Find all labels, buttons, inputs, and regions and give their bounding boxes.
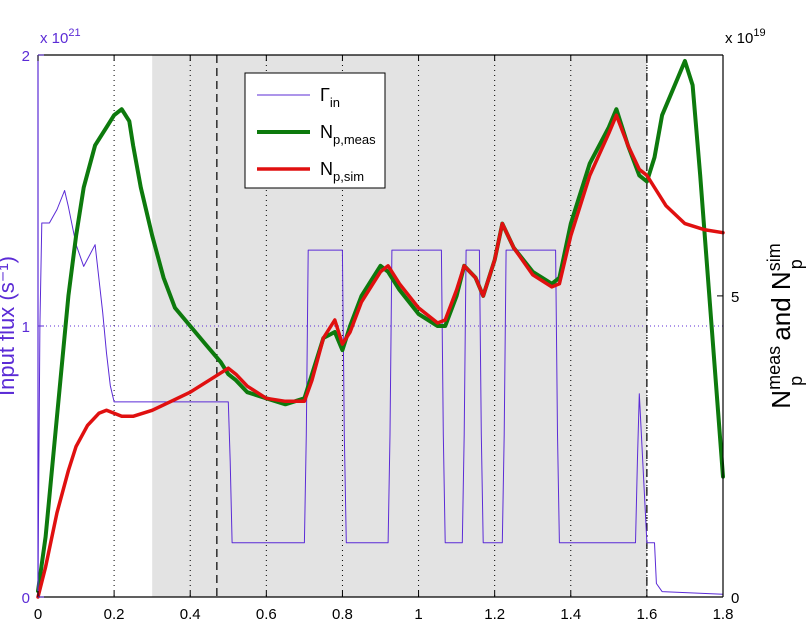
right-multiplier-exponent: 19	[753, 27, 765, 39]
right-label-sup2: sim	[764, 243, 784, 271]
legend-label-main: N	[320, 159, 333, 179]
left-tick-label: 0	[22, 590, 30, 607]
legend-label: Np,sim	[320, 159, 364, 184]
right-label-sub1: p	[786, 376, 806, 386]
series-line	[36, 113, 725, 599]
right-label-sub2: p	[786, 259, 806, 269]
left-multiplier-exponent: 21	[68, 27, 80, 39]
right-axis-label: Nmeas p and Nsim p	[764, 243, 806, 408]
right-tick-label: 5	[731, 289, 739, 306]
right-tick-label: 0	[731, 590, 739, 607]
left-axis-label: Input flux (s⁻¹)	[0, 256, 19, 396]
left-tick-label: 2	[22, 48, 30, 65]
right-label-n1: N	[766, 390, 796, 409]
x-tick-label: 1	[414, 606, 422, 623]
legend-label-main: Γ	[320, 85, 330, 105]
x-tick-label: 1.4	[560, 606, 581, 623]
x-tick-label: 0	[34, 606, 42, 623]
legend-label-sub: in	[330, 95, 340, 110]
legend-label: Γin	[320, 85, 340, 110]
legend-label-sub: p,meas	[333, 132, 376, 147]
left-multiplier-base: x 10	[40, 30, 68, 47]
legend-label-main: N	[320, 122, 333, 142]
legend-label-sub: p,sim	[333, 169, 364, 184]
x-tick-label: 0.4	[180, 606, 201, 623]
x-tick-label: 1.2	[484, 606, 505, 623]
legend-label: Np,meas	[320, 122, 376, 147]
right-axis-multiplier: x 1019	[725, 27, 766, 47]
x-tick-label: 1.8	[713, 606, 734, 623]
series-line	[37, 190, 724, 595]
right-label-and: and N	[766, 271, 796, 348]
x-tick-label: 1.6	[636, 606, 657, 623]
left-tick-label: 1	[22, 319, 30, 336]
x-tick-label: 0.2	[104, 606, 125, 623]
right-label-sup1: meas	[764, 346, 784, 390]
left-axis-multiplier: x 1021	[40, 27, 81, 47]
x-tick-label: 0.8	[332, 606, 353, 623]
x-tick-label: 0.6	[256, 606, 277, 623]
right-multiplier-base: x 10	[725, 30, 753, 47]
